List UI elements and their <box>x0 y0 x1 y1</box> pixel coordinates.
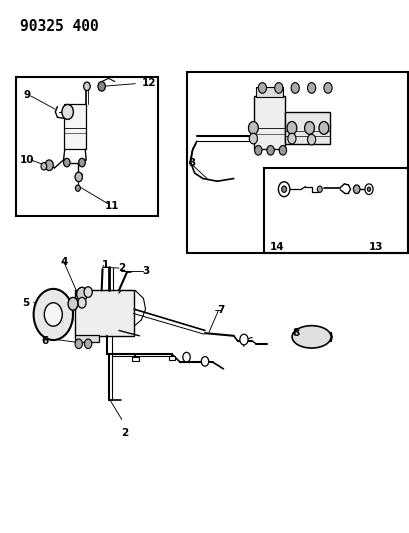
Circle shape <box>44 303 62 326</box>
Text: 90325 400: 90325 400 <box>20 19 99 34</box>
Text: 10: 10 <box>20 155 34 165</box>
Text: 11: 11 <box>104 201 119 211</box>
Circle shape <box>98 82 105 91</box>
Circle shape <box>201 357 208 366</box>
Ellipse shape <box>291 326 330 348</box>
Bar <box>63 104 86 149</box>
Circle shape <box>281 186 286 192</box>
Circle shape <box>287 133 295 144</box>
Text: 8: 8 <box>291 328 299 338</box>
Bar <box>74 290 134 336</box>
Circle shape <box>364 184 372 195</box>
Circle shape <box>62 104 73 119</box>
Text: 3: 3 <box>142 266 150 276</box>
Circle shape <box>84 339 92 349</box>
Circle shape <box>278 182 289 197</box>
Circle shape <box>45 160 53 171</box>
Bar <box>169 356 175 360</box>
Circle shape <box>83 82 90 91</box>
Circle shape <box>239 334 247 345</box>
Circle shape <box>68 297 78 310</box>
Text: 13: 13 <box>368 242 382 252</box>
Circle shape <box>76 287 87 301</box>
Circle shape <box>182 352 190 362</box>
Bar <box>186 72 407 253</box>
Circle shape <box>254 146 261 155</box>
Bar <box>264 168 407 253</box>
Circle shape <box>75 185 80 191</box>
Circle shape <box>307 83 315 93</box>
Circle shape <box>63 158 70 167</box>
Text: 9: 9 <box>24 90 31 100</box>
Circle shape <box>78 297 86 308</box>
Bar <box>16 77 157 216</box>
Circle shape <box>248 122 258 134</box>
Circle shape <box>279 146 286 155</box>
Text: 5: 5 <box>22 298 30 308</box>
Circle shape <box>304 122 314 134</box>
Bar <box>256 87 282 97</box>
Circle shape <box>84 287 92 297</box>
Circle shape <box>290 83 299 93</box>
Text: 6: 6 <box>41 336 48 346</box>
Circle shape <box>317 186 321 192</box>
Circle shape <box>366 187 370 191</box>
Circle shape <box>41 163 47 170</box>
Circle shape <box>258 83 266 93</box>
Text: 12: 12 <box>141 78 155 87</box>
Text: 4: 4 <box>61 257 68 267</box>
Bar <box>254 96 284 149</box>
Circle shape <box>318 122 328 134</box>
Bar <box>284 112 329 144</box>
Circle shape <box>75 172 82 182</box>
Circle shape <box>353 185 359 193</box>
Text: 7: 7 <box>217 305 224 315</box>
Bar <box>132 357 138 361</box>
Bar <box>74 335 99 342</box>
Text: 1: 1 <box>101 261 109 270</box>
Circle shape <box>274 83 282 93</box>
Circle shape <box>266 146 274 155</box>
Circle shape <box>249 133 257 144</box>
Circle shape <box>79 158 85 167</box>
Text: 2: 2 <box>121 428 128 438</box>
Circle shape <box>323 83 331 93</box>
Text: 3: 3 <box>188 158 196 167</box>
Text: 14: 14 <box>269 242 284 252</box>
Text: 2: 2 <box>118 263 125 273</box>
Circle shape <box>75 339 82 349</box>
Circle shape <box>34 289 73 340</box>
Circle shape <box>307 134 315 145</box>
Circle shape <box>286 122 296 134</box>
